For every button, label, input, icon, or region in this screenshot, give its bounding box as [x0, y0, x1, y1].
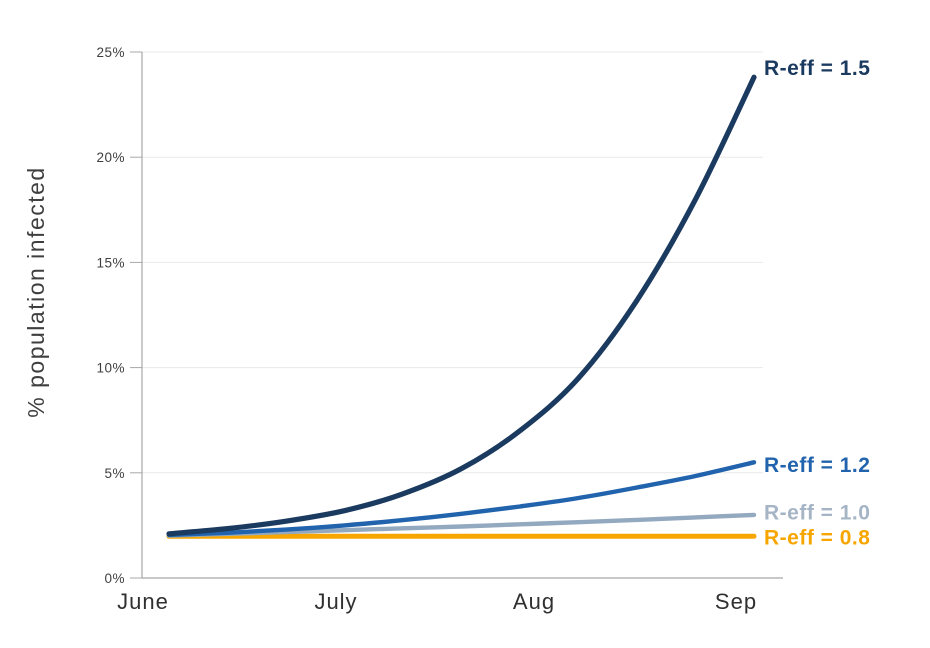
series-label-r-eff-1.5: R-eff = 1.5: [764, 57, 870, 80]
x-tick-label-sep: Sep: [715, 589, 757, 614]
series-lines: [166, 74, 757, 539]
x-axis-month-labels: June July Aug Sep: [117, 589, 757, 614]
y-axis-tick-labels: 0% 5% 10% 15% 20% 25%: [96, 45, 125, 586]
series-label-r-eff-1.0: R-eff = 1.0: [764, 502, 870, 525]
series-end-labels: R-eff = 1.5 R-eff = 1.2 R-eff = 1.0R-eff =…: [764, 57, 870, 550]
series-line-1-5: [166, 74, 757, 537]
x-tick-label-aug: Aug: [513, 589, 555, 614]
series-label-r-eff-0.8: R-eff = 0.8: [764, 527, 870, 550]
y-tick-label-10%: 10%: [96, 361, 125, 376]
x-tick-label-june: June: [117, 589, 169, 614]
x-tick-label-july: July: [314, 589, 357, 614]
gridlines: [142, 51, 763, 474]
series-label-r-eff-1.2: R-eff = 1.2: [764, 454, 870, 477]
series-line-1-2: [166, 460, 757, 538]
y-tick-label-25%: 25%: [96, 45, 125, 60]
axes: [130, 51, 783, 579]
y-tick-label-5%: 5%: [104, 466, 125, 481]
y-tick-label-0%: 0%: [104, 571, 125, 586]
y-axis-title: % population infected: [23, 166, 49, 417]
y-tick-label-20%: 20%: [96, 150, 125, 165]
y-tick-label-15%: 15%: [96, 255, 125, 270]
